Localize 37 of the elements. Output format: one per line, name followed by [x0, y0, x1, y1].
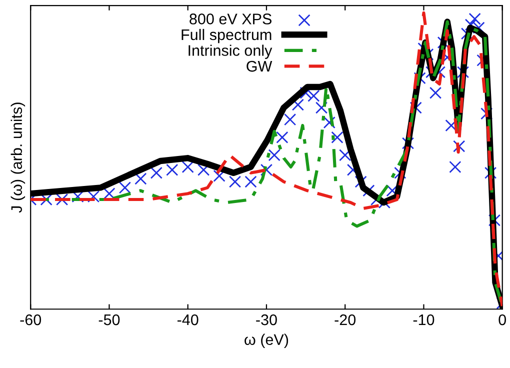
point [276, 131, 288, 144]
point [150, 166, 162, 179]
x-axis-title: ω (eV) [244, 334, 288, 348]
point [468, 12, 481, 25]
point [244, 176, 257, 188]
x-tick-label: -60 [20, 314, 42, 326]
point [331, 131, 344, 144]
point [449, 160, 462, 174]
point [134, 172, 147, 185]
x-tick-label: 0 [498, 314, 506, 326]
x-tick-label: -20 [334, 314, 356, 326]
point [182, 160, 194, 174]
x-tick-label: -40 [177, 314, 198, 326]
point [429, 86, 442, 99]
legend-label: GW [246, 60, 272, 72]
point [40, 193, 52, 206]
legend-label: Full spectrum [182, 28, 272, 44]
point [268, 149, 280, 162]
point [284, 113, 296, 126]
point [56, 193, 68, 206]
y-axis-title: J (ω) (arb. units) [10, 102, 26, 213]
point [118, 182, 132, 194]
point [103, 188, 116, 200]
x-tick-label: -10 [413, 314, 434, 326]
x-tick-label: -30 [256, 314, 277, 326]
point [453, 140, 466, 152]
point [308, 90, 320, 102]
point [87, 190, 100, 203]
point [339, 149, 352, 162]
point [260, 164, 273, 176]
point [323, 116, 336, 129]
legend-label: Intrinsic only [188, 44, 272, 59]
point [228, 176, 242, 188]
point [315, 102, 328, 114]
point [166, 164, 178, 176]
legend-label: 800 eV XPS [190, 14, 272, 24]
x-tick-label: -50 [98, 314, 120, 326]
